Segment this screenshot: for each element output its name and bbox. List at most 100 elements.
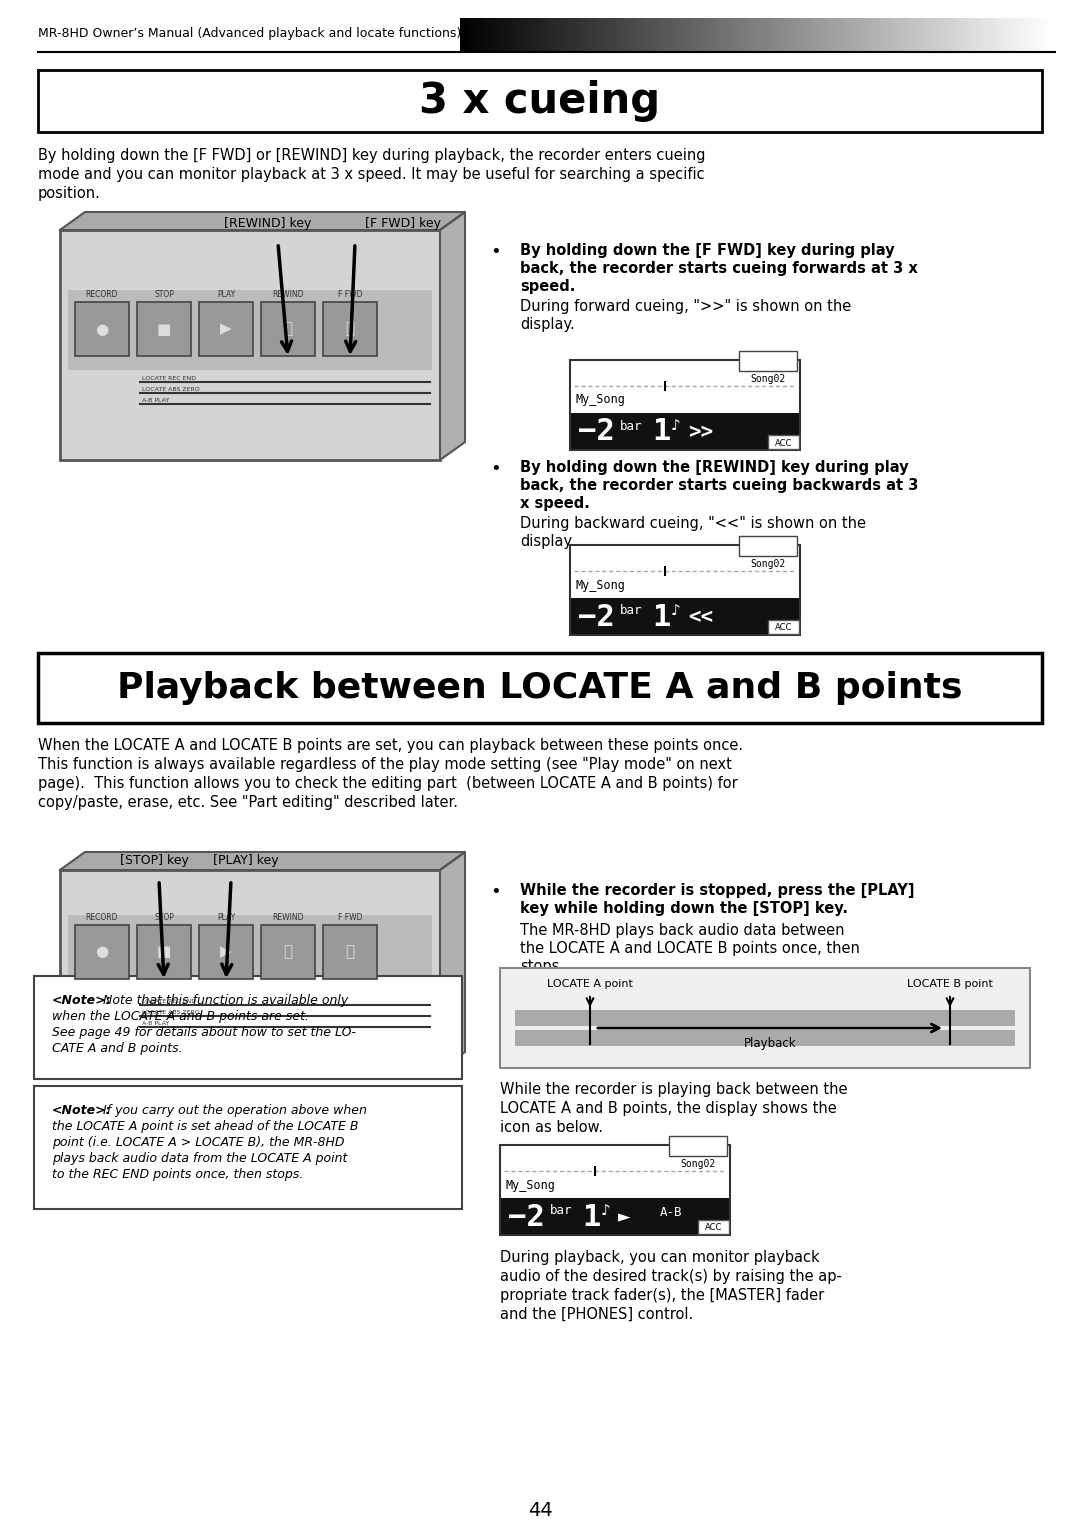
Text: ACC: ACC	[775, 439, 793, 448]
Text: •: •	[490, 460, 501, 478]
Text: LOCATE ABS ZERO: LOCATE ABS ZERO	[141, 1010, 200, 1015]
Text: propriate track fader(s), the [MASTER] fader: propriate track fader(s), the [MASTER] f…	[500, 1288, 824, 1303]
Text: ⏩: ⏩	[346, 944, 354, 960]
Text: During backward cueing, "<<" is shown on the: During backward cueing, "<<" is shown on…	[519, 516, 866, 532]
FancyBboxPatch shape	[768, 620, 799, 634]
FancyBboxPatch shape	[33, 976, 462, 1079]
FancyBboxPatch shape	[33, 1086, 462, 1209]
Text: While the recorder is playing back between the: While the recorder is playing back betwe…	[500, 1082, 848, 1097]
Text: My_Song: My_Song	[507, 1178, 556, 1192]
FancyBboxPatch shape	[261, 303, 315, 356]
Text: copy/paste, erase, etc. See "Part editing" described later.: copy/paste, erase, etc. See "Part editin…	[38, 795, 458, 810]
FancyBboxPatch shape	[137, 924, 191, 979]
Text: icon as below.: icon as below.	[500, 1120, 603, 1135]
FancyBboxPatch shape	[768, 435, 799, 449]
Text: By holding down the [REWIND] key during play: By holding down the [REWIND] key during …	[519, 460, 908, 475]
Text: ●: ●	[95, 321, 109, 336]
Text: ⏩: ⏩	[346, 321, 354, 336]
Text: bar: bar	[550, 1204, 572, 1218]
Text: This function is always available regardless of the play mode setting (see "Play: This function is always available regard…	[38, 756, 732, 772]
Text: A-B: A-B	[660, 1207, 683, 1219]
Text: [PLAY] key: [PLAY] key	[213, 854, 279, 866]
Text: LOCATE A and B points, the display shows the: LOCATE A and B points, the display shows…	[500, 1102, 837, 1115]
Text: to the REC END points once, then stops.: to the REC END points once, then stops.	[52, 1167, 303, 1181]
Text: back, the recorder starts cueing backwards at 3: back, the recorder starts cueing backwar…	[519, 478, 918, 494]
Bar	[0, 18, 460, 52]
FancyBboxPatch shape	[137, 303, 191, 356]
Polygon shape	[60, 212, 465, 231]
FancyBboxPatch shape	[323, 924, 377, 979]
Bar	[501, 1198, 729, 1235]
FancyBboxPatch shape	[500, 1144, 730, 1235]
Text: audio of the desired track(s) by raising the ap-: audio of the desired track(s) by raising…	[500, 1268, 842, 1284]
Text: A-B PLAY: A-B PLAY	[141, 1021, 170, 1025]
Text: CATE A and B points.: CATE A and B points.	[52, 1042, 183, 1054]
Text: 44: 44	[528, 1500, 552, 1519]
Text: ►: ►	[618, 1207, 631, 1227]
Text: ♪: ♪	[671, 604, 680, 619]
Text: <Note>:: <Note>:	[52, 1105, 111, 1117]
Text: My_Song: My_Song	[576, 394, 626, 406]
Text: point (i.e. LOCATE A > LOCATE B), the MR-8HD: point (i.e. LOCATE A > LOCATE B), the MR…	[52, 1135, 345, 1149]
Bar	[571, 413, 799, 449]
Text: By holding down the [F FWD] or [REWIND] key during playback, the recorder enters: By holding down the [F FWD] or [REWIND] …	[38, 148, 705, 163]
Text: 1: 1	[582, 1203, 600, 1232]
Text: and the [PHONES] control.: and the [PHONES] control.	[500, 1306, 693, 1322]
Text: ■: ■	[157, 944, 172, 960]
FancyBboxPatch shape	[570, 361, 800, 451]
FancyBboxPatch shape	[739, 351, 797, 371]
Text: A-B PLAY: A-B PLAY	[141, 397, 170, 403]
Text: <<: <<	[688, 607, 713, 626]
FancyBboxPatch shape	[323, 303, 377, 356]
Text: display.: display.	[519, 533, 575, 549]
Text: LOCATE ABS ZERO: LOCATE ABS ZERO	[141, 387, 200, 393]
Text: ⏪: ⏪	[283, 321, 293, 336]
FancyBboxPatch shape	[261, 924, 315, 979]
Text: •: •	[490, 243, 501, 261]
Text: If you carry out the operation above when: If you carry out the operation above whe…	[99, 1105, 367, 1117]
FancyBboxPatch shape	[38, 652, 1042, 723]
Text: stops.: stops.	[519, 960, 564, 973]
Text: [F FWD] key: [F FWD] key	[365, 217, 441, 231]
Text: RECORD: RECORD	[85, 914, 118, 921]
FancyBboxPatch shape	[739, 536, 797, 556]
Text: −2: −2	[508, 1203, 544, 1232]
Text: plays back audio data from the LOCATE A point: plays back audio data from the LOCATE A …	[52, 1152, 348, 1164]
Text: 3 x cueing: 3 x cueing	[419, 79, 661, 122]
Text: [STOP] key: [STOP] key	[120, 854, 188, 866]
FancyBboxPatch shape	[60, 231, 440, 460]
Text: 1: 1	[652, 417, 671, 446]
Text: <Note>:: <Note>:	[52, 995, 111, 1007]
Text: ACC: ACC	[705, 1224, 723, 1233]
Text: Song02: Song02	[751, 559, 785, 568]
Bar	[515, 1030, 1015, 1047]
Text: page).  This function allows you to check the editing part  (between LOCATE A an: page). This function allows you to check…	[38, 776, 738, 792]
Text: Playback: Playback	[744, 1038, 796, 1051]
Text: The MR-8HD plays back audio data between: The MR-8HD plays back audio data between	[519, 923, 845, 938]
Text: F FWD: F FWD	[338, 914, 362, 921]
FancyBboxPatch shape	[199, 924, 253, 979]
Text: −2: −2	[578, 417, 615, 446]
Text: •: •	[490, 883, 501, 902]
Text: When the LOCATE A and LOCATE B points are set, you can playback between these po: When the LOCATE A and LOCATE B points ar…	[38, 738, 743, 753]
Text: PLAY: PLAY	[217, 290, 235, 299]
FancyBboxPatch shape	[669, 1135, 727, 1157]
Text: speed.: speed.	[519, 280, 576, 293]
Text: ▶: ▶	[220, 944, 232, 960]
FancyBboxPatch shape	[60, 869, 440, 1070]
Text: LOCATE REC END: LOCATE REC END	[141, 376, 197, 380]
Text: Playback between LOCATE A and B points: Playback between LOCATE A and B points	[118, 671, 962, 704]
Text: x speed.: x speed.	[519, 497, 590, 510]
Text: During playback, you can monitor playback: During playback, you can monitor playbac…	[500, 1250, 820, 1265]
Bar	[571, 597, 799, 634]
Bar	[68, 290, 432, 370]
Text: See page 49 for details about how to set the LO-: See page 49 for details about how to set…	[52, 1025, 356, 1039]
Text: ACC: ACC	[775, 623, 793, 633]
FancyBboxPatch shape	[38, 70, 1042, 131]
Text: display.: display.	[519, 316, 575, 332]
Text: 1: 1	[652, 602, 671, 631]
FancyBboxPatch shape	[199, 303, 253, 356]
Text: key while holding down the [STOP] key.: key while holding down the [STOP] key.	[519, 902, 848, 915]
Text: −2: −2	[578, 602, 615, 631]
Polygon shape	[440, 853, 465, 1070]
